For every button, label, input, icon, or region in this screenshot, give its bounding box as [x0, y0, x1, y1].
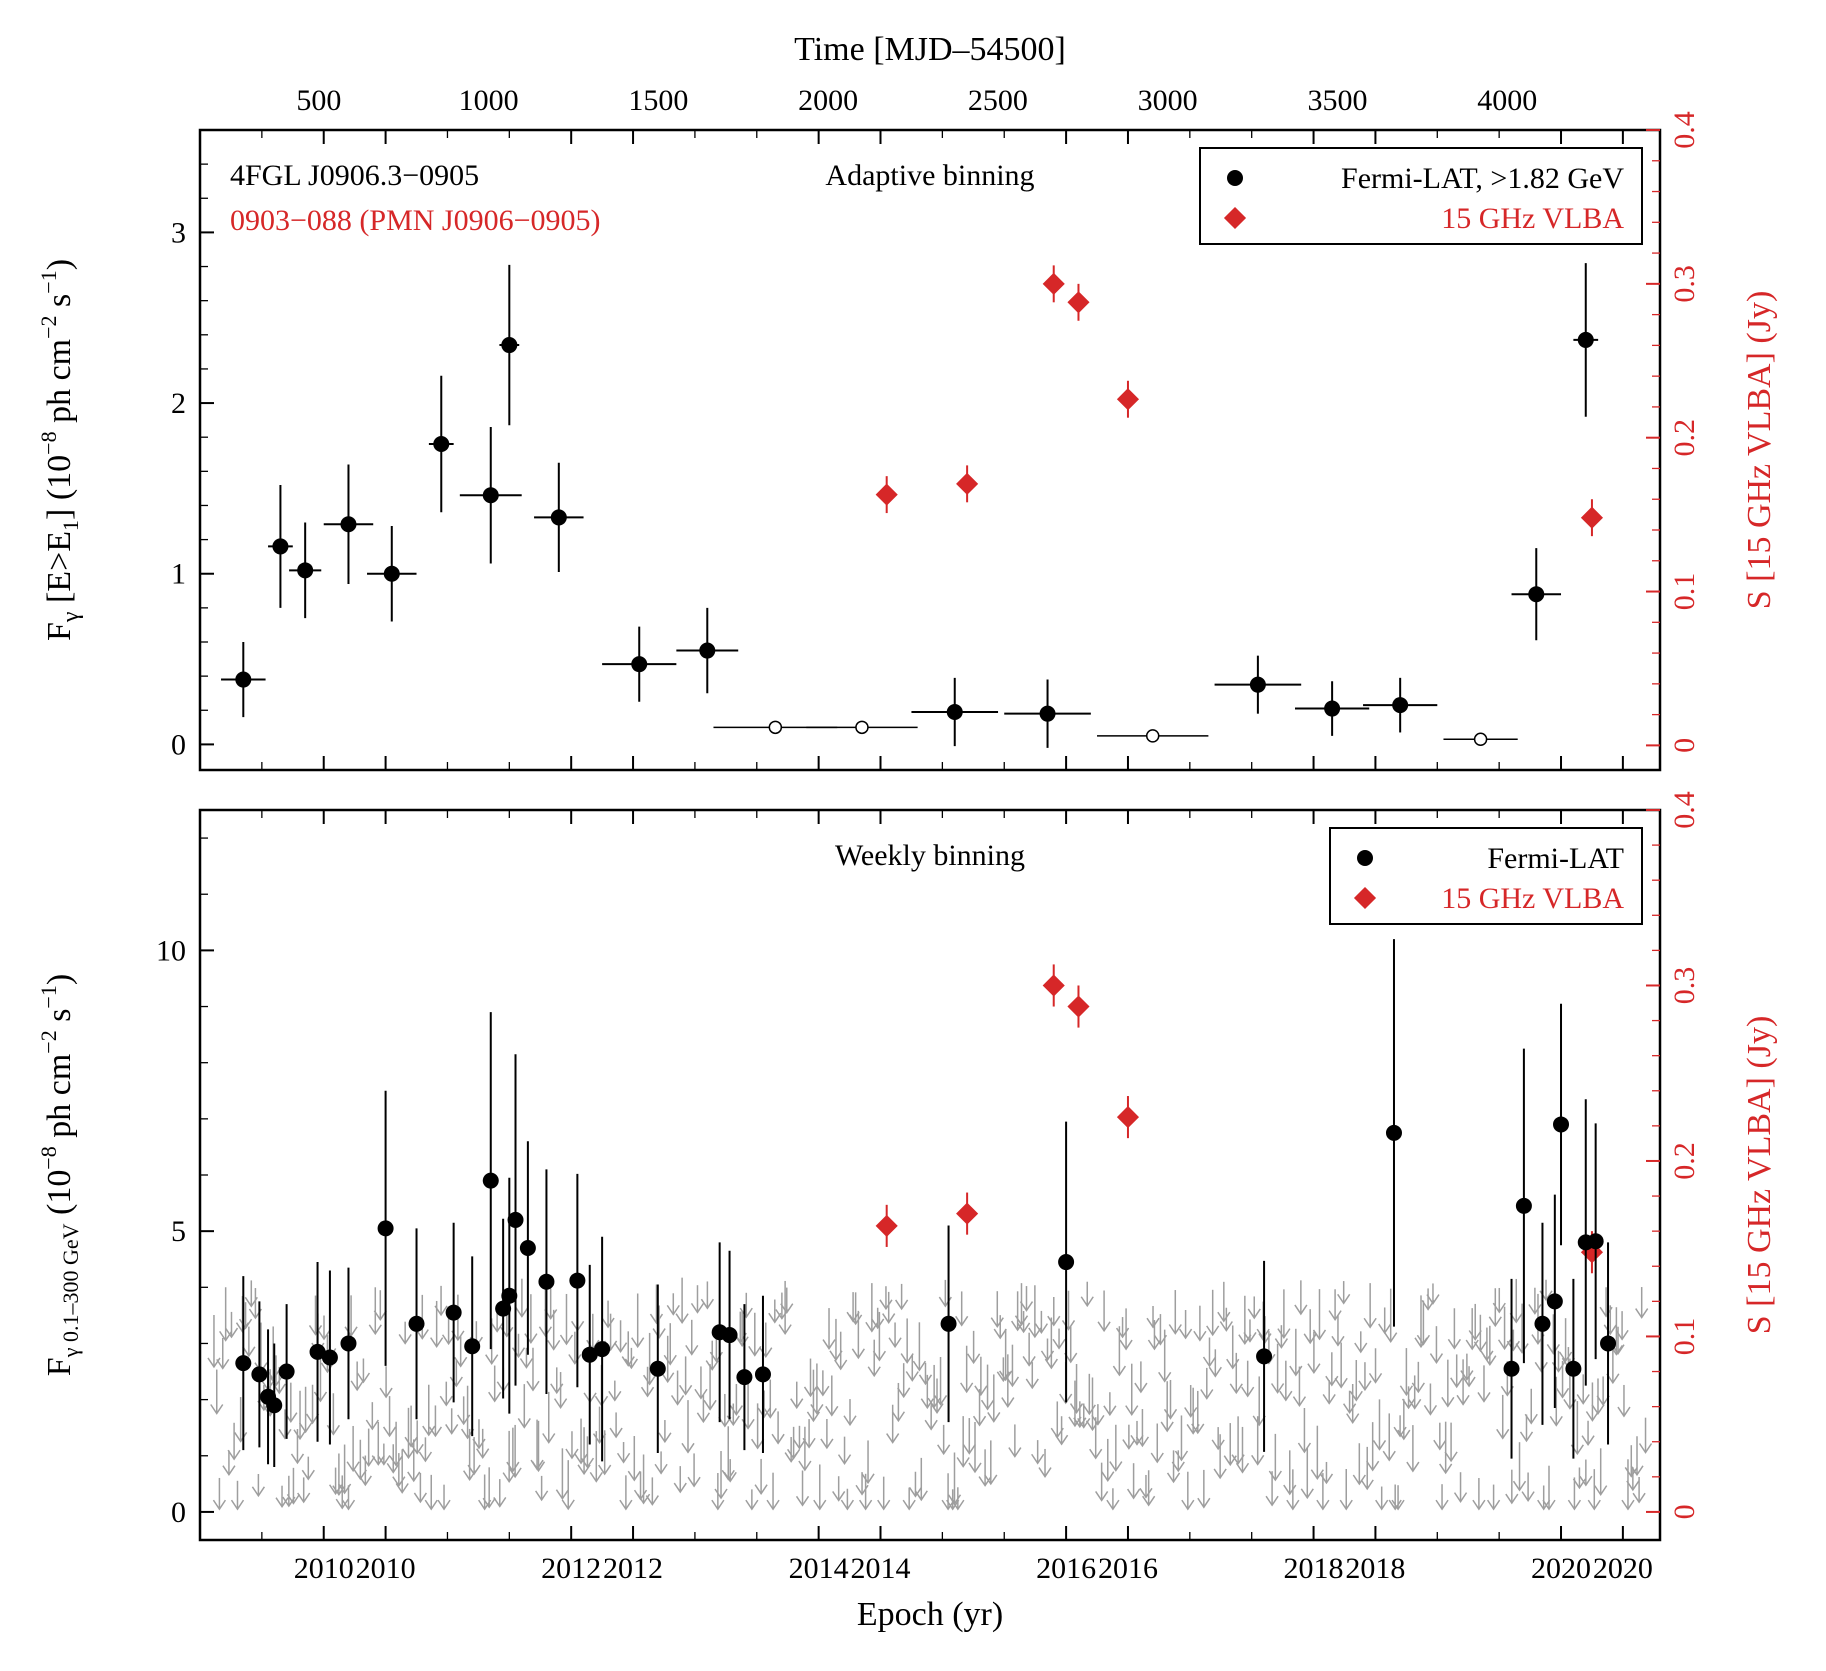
legend-item: 15 GHz VLBA	[1441, 882, 1624, 915]
xtick-label: 2018	[1345, 1552, 1405, 1585]
ytick-right-label: 0.4	[1668, 111, 1701, 149]
legend-item: Fermi-LAT	[1487, 842, 1624, 875]
figure-svg: 5001000150020002500300035004000012300.10…	[0, 0, 1826, 1671]
ytick-left-label: 0	[171, 728, 186, 761]
xtick-top-label: 2500	[968, 84, 1028, 117]
ytick-left-label: 5	[171, 1215, 186, 1248]
ytick-left-label: 1	[171, 558, 186, 591]
source-gamma-label: 4FGL J0906.3−0905	[230, 159, 479, 192]
ytick-right-label: 0.3	[1668, 967, 1701, 1005]
ytick-right-label: 0	[1668, 1504, 1701, 1519]
ytick-left-label: 2	[171, 387, 186, 420]
ytick-left-label: 10	[156, 934, 186, 967]
ytick-right-label: 0.3	[1668, 265, 1701, 303]
bottom-panel-data	[208, 939, 1652, 1509]
ytick-right-label: 0.1	[1668, 573, 1701, 611]
ytick-right-label: 0.2	[1668, 1142, 1701, 1180]
x-axis-bottom-label: Epoch (yr)	[857, 1596, 1003, 1633]
ytick-right-label: 0.2	[1668, 419, 1701, 457]
ytick-right-label: 0.4	[1668, 791, 1701, 829]
xtick-top-label: 3000	[1138, 84, 1198, 117]
y-axis-left-label: Fγ 0.1–300 GeV (10−8 ph cm−2 s−1)	[36, 974, 83, 1376]
xtick-label: 2014	[789, 1552, 849, 1585]
xtick-top-label: 1000	[459, 84, 519, 117]
top-panel-title: Adaptive binning	[825, 159, 1034, 192]
xtick-label: 2020	[1531, 1552, 1591, 1585]
ytick-left-label: 3	[171, 216, 186, 249]
xtick-top-label: 1500	[628, 84, 688, 117]
ytick-left-label: 0	[171, 1496, 186, 1529]
xtick-top-label: 500	[296, 84, 341, 117]
xtick-label: 2016	[1098, 1552, 1158, 1585]
source-radio-label: 0903−088 (PMN J0906−0905)	[230, 204, 601, 237]
bottom-panel-title: Weekly binning	[835, 839, 1025, 872]
top-panel-data	[221, 263, 1602, 748]
legend-item: 15 GHz VLBA	[1441, 202, 1624, 235]
xtick-top-label: 4000	[1477, 84, 1537, 117]
xtick-label: 2020	[1593, 1552, 1653, 1585]
x-axis-top-label: Time [MJD‒54500]	[794, 31, 1066, 68]
figure-container: { "canvas": { "width": 1826, "height": 1…	[0, 0, 1826, 1671]
ytick-right-label: 0	[1668, 738, 1701, 753]
xtick-label: 2018	[1284, 1552, 1344, 1585]
xtick-top-label: 3500	[1307, 84, 1367, 117]
y-axis-right-label: S [15 GHz VLBA] (Jy)	[1741, 1016, 1778, 1335]
xtick-label: 2016	[1036, 1552, 1096, 1585]
xtick-label: 2010	[356, 1552, 416, 1585]
y-axis-right-label: S [15 GHz VLBA] (Jy)	[1741, 291, 1778, 610]
xtick-label: 2010	[294, 1552, 354, 1585]
y-axis-left-label: Fγ [E>E1] (10−8 ph cm−2 s−1)	[36, 259, 84, 641]
xtick-top-label: 2000	[798, 84, 858, 117]
xtick-label: 2012	[603, 1552, 663, 1585]
xtick-label: 2012	[541, 1552, 601, 1585]
xtick-label: 2014	[851, 1552, 911, 1585]
legend-item: Fermi-LAT, >1.82 GeV	[1341, 162, 1624, 195]
ytick-right-label: 0.1	[1668, 1318, 1701, 1356]
